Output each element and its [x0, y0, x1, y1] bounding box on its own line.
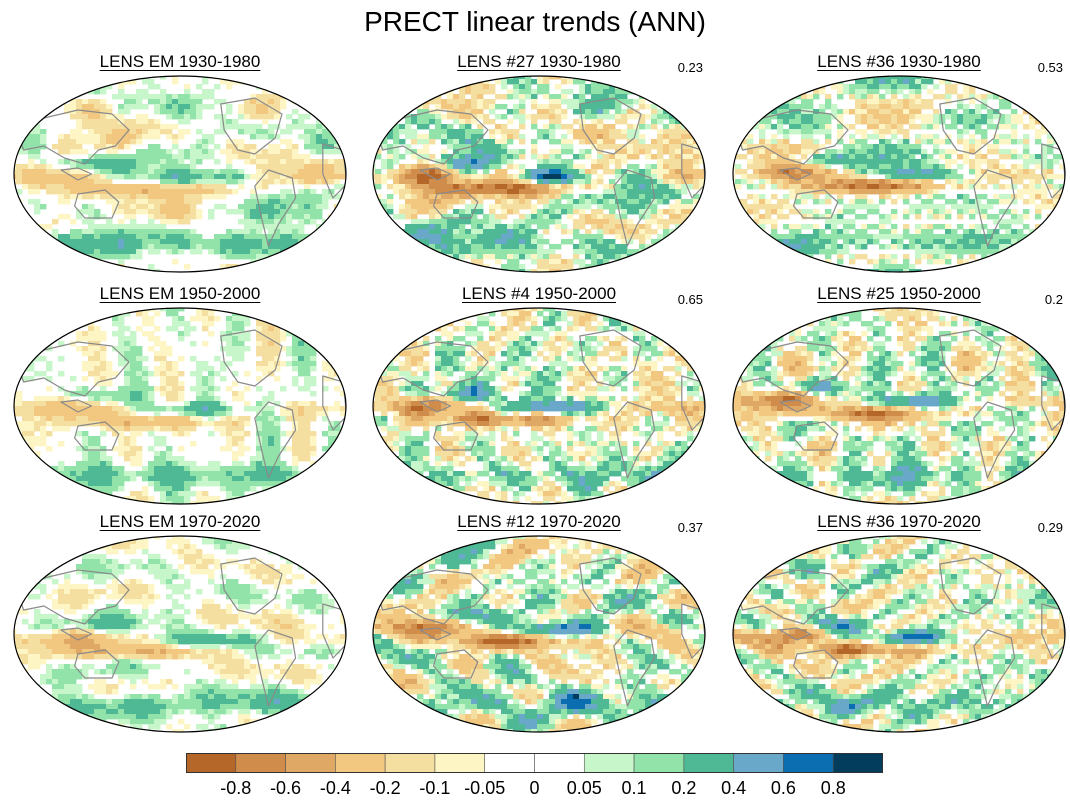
colorbar-tick-label: 0.8 [820, 778, 846, 798]
map-outline [372, 75, 706, 273]
colorbar-swatch [384, 753, 436, 773]
map-outline [732, 307, 1066, 505]
colorbar-swatch [832, 753, 883, 773]
map-panel-p5: LENS #4 1950-2000 0.65 [369, 284, 709, 514]
robinson-map [372, 307, 706, 505]
map-panel-p3: LENS #36 1930-1980 0.53 [729, 52, 1069, 282]
colorbar-swatch [285, 753, 336, 773]
robinson-map [13, 307, 347, 505]
map-panel-p1: LENS EM 1930-1980 [10, 52, 350, 282]
pattern-correlation-value: 0.53 [1037, 60, 1063, 75]
colorbar-swatch [633, 753, 685, 773]
colorbar-tick-label: 0.05 [566, 778, 602, 798]
pattern-correlation-value: 0.65 [677, 292, 703, 307]
pattern-correlation-value: 0.29 [1037, 520, 1063, 535]
colorbar-tick-label: -0.1 [419, 778, 451, 798]
pattern-correlation-value: 0.23 [677, 60, 703, 75]
panel-title: LENS #27 1930-1980 [457, 52, 621, 71]
robinson-map [372, 75, 706, 273]
robinson-map [372, 535, 706, 733]
map-outline [372, 535, 706, 733]
colorbar-tick-label: -0.05 [464, 778, 506, 798]
map-outline [13, 75, 347, 273]
robinson-map [732, 75, 1066, 273]
colorbar-tick-label: -0.6 [270, 778, 302, 798]
colorbar-swatch [583, 753, 635, 773]
robinson-map [13, 75, 347, 273]
panel-title: LENS EM 1950-2000 [99, 284, 261, 303]
colorbar-tick-label: -0.8 [220, 778, 252, 798]
pattern-correlation-value: 0.37 [677, 520, 703, 535]
map-panel-p7: LENS EM 1970-2020 [10, 512, 350, 742]
panel-title: LENS #12 1970-2020 [457, 512, 621, 531]
colorbar-swatch [783, 753, 834, 773]
map-panel-p4: LENS EM 1950-2000 [10, 284, 350, 514]
panel-title: LENS EM 1930-1980 [99, 52, 261, 71]
colorbar [186, 753, 883, 773]
colorbar-swatch [434, 753, 486, 773]
map-panel-p2: LENS #27 1930-1980 0.23 [369, 52, 709, 282]
robinson-map [732, 307, 1066, 505]
colorbar-tick-label: 0 [529, 778, 540, 798]
map-outline [732, 75, 1066, 273]
robinson-map [732, 535, 1066, 733]
colorbar-swatch [335, 753, 386, 773]
map-outline [732, 535, 1066, 733]
colorbar-tick-label: -0.4 [319, 778, 351, 798]
colorbar-swatch [484, 753, 535, 773]
colorbar-swatch [683, 753, 734, 773]
panel-title: LENS #36 1930-1980 [817, 52, 981, 71]
pattern-correlation-value: 0.2 [1044, 292, 1063, 307]
map-outline [372, 307, 706, 505]
map-panel-p6: LENS #25 1950-2000 0.2 [729, 284, 1069, 514]
colorbar-swatch [186, 753, 237, 773]
colorbar-tick-label: 0.6 [770, 778, 796, 798]
map-panel-p9: LENS #36 1970-2020 0.29 [729, 512, 1069, 742]
colorbar-tick-label: 0.4 [721, 778, 747, 798]
colorbar-tick-label: -0.2 [369, 778, 401, 798]
panel-title: LENS #36 1970-2020 [817, 512, 981, 531]
panel-title: LENS EM 1970-2020 [99, 512, 261, 531]
map-outline [13, 535, 347, 733]
figure-title: PRECT linear trends (ANN) [364, 6, 706, 37]
colorbar-tick-label: 0.1 [621, 778, 647, 798]
colorbar-tick-label: 0.2 [671, 778, 697, 798]
map-panel-p8: LENS #12 1970-2020 0.37 [369, 512, 709, 742]
panel-title: LENS #25 1950-2000 [817, 284, 981, 303]
robinson-map [13, 535, 347, 733]
panel-title: LENS #4 1950-2000 [461, 284, 617, 303]
colorbar-swatch [733, 753, 784, 773]
colorbar-swatch [534, 753, 585, 773]
colorbar-swatch [235, 753, 286, 773]
map-outline [13, 307, 347, 505]
